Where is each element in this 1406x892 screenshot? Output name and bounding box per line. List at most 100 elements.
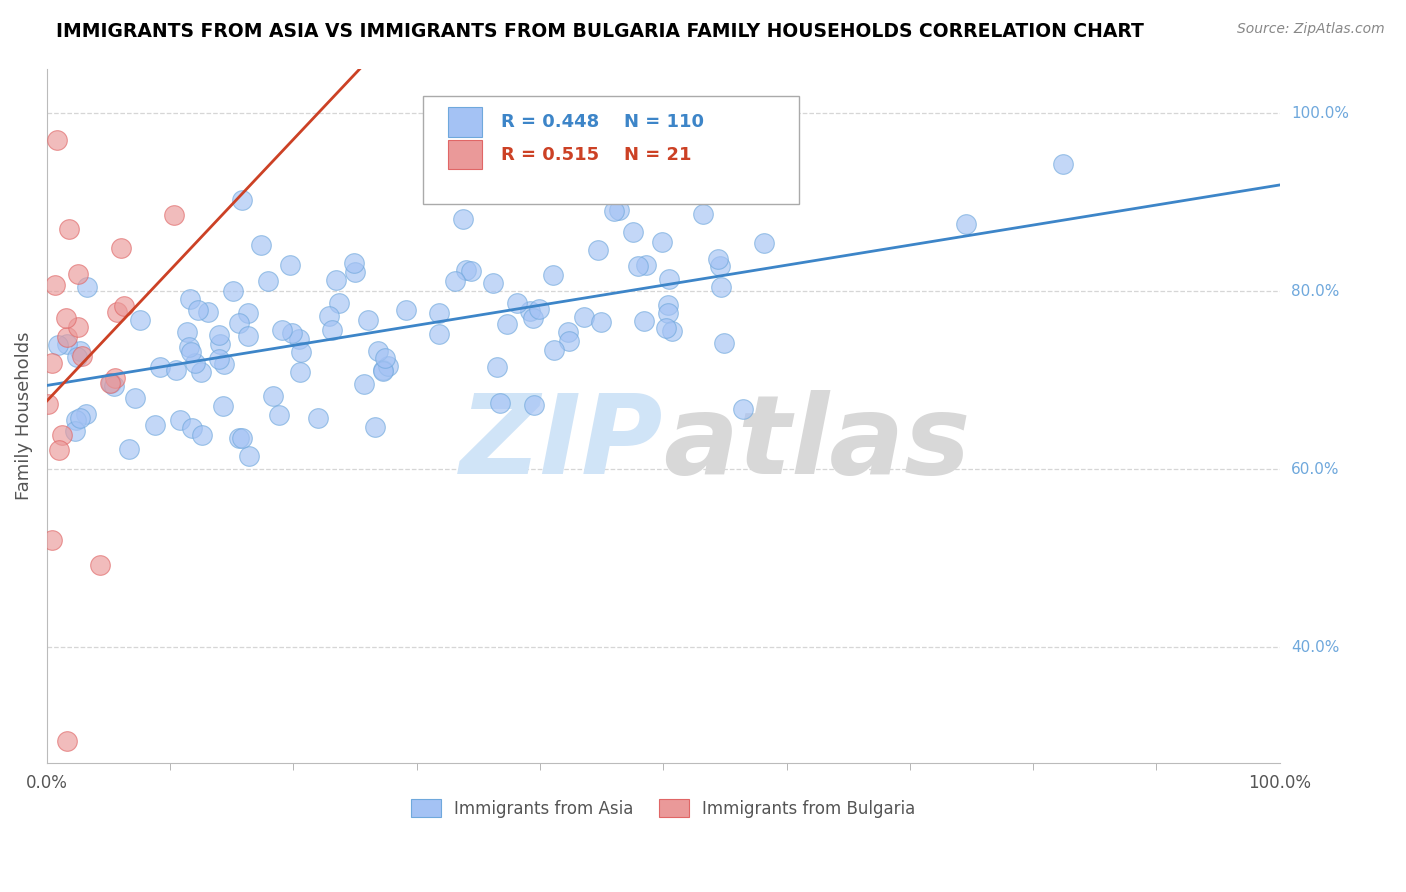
Point: [76, 280, 98, 294]
Point: [163, 208, 186, 222]
Point: [56, 330, 79, 344]
Text: Source: ZipAtlas.com: Source: ZipAtlas.com: [1237, 22, 1385, 37]
Point: [427, 306, 450, 320]
Point: [58, 222, 80, 236]
Point: [66, 319, 89, 334]
Point: [519, 304, 541, 318]
Text: 40.0%: 40.0%: [1291, 640, 1339, 655]
Point: [197, 305, 219, 319]
Point: [104, 371, 127, 385]
Point: [325, 273, 347, 287]
Point: [634, 258, 657, 272]
Point: [118, 442, 141, 456]
Point: [212, 399, 235, 413]
Text: R = 0.448: R = 0.448: [501, 113, 599, 131]
Point: [588, 244, 610, 258]
Point: [541, 268, 564, 283]
Point: [187, 303, 209, 318]
Point: [51, 428, 73, 442]
Point: [344, 265, 367, 279]
Point: [110, 241, 132, 255]
Point: [190, 365, 212, 379]
Point: [657, 298, 679, 312]
Text: ZIP: ZIP: [460, 390, 664, 497]
Point: [1052, 157, 1074, 171]
Point: [713, 336, 735, 351]
Point: [149, 359, 172, 374]
Point: [55, 311, 77, 326]
Point: [238, 306, 260, 320]
Point: [395, 303, 418, 318]
Point: [371, 364, 394, 378]
Point: [176, 325, 198, 339]
Point: [621, 225, 644, 239]
Point: [184, 356, 207, 370]
Point: [257, 274, 280, 288]
Point: [89, 558, 111, 572]
Point: [661, 324, 683, 338]
Point: [591, 315, 613, 329]
Point: [290, 344, 312, 359]
Point: [267, 408, 290, 422]
Point: [75, 408, 97, 422]
Point: [55, 734, 77, 748]
Point: [100, 376, 122, 390]
Point: [48, 443, 70, 458]
Point: [367, 344, 389, 359]
Point: [48, 338, 70, 352]
Point: [574, 310, 596, 324]
Text: atlas: atlas: [664, 390, 970, 497]
Point: [371, 363, 394, 377]
Point: [543, 343, 565, 357]
Point: [692, 207, 714, 221]
Point: [557, 325, 579, 339]
Point: [271, 322, 294, 336]
Text: 100.0%: 100.0%: [1291, 105, 1348, 120]
Text: N = 110: N = 110: [624, 113, 704, 131]
Point: [177, 340, 200, 354]
Point: [45, 133, 67, 147]
Point: [655, 320, 678, 334]
Point: [222, 284, 245, 298]
Point: [427, 327, 450, 342]
Point: [103, 378, 125, 392]
Point: [651, 235, 673, 249]
Point: [443, 274, 465, 288]
Point: [72, 349, 94, 363]
Point: [523, 398, 546, 412]
Point: [67, 268, 90, 282]
Legend: Immigrants from Asia, Immigrants from Bulgaria: Immigrants from Asia, Immigrants from Bu…: [405, 793, 922, 824]
Point: [460, 264, 482, 278]
Point: [527, 301, 550, 316]
Text: R = 0.515: R = 0.515: [501, 145, 599, 163]
Point: [607, 203, 630, 218]
Point: [278, 258, 301, 272]
Point: [343, 256, 366, 270]
Point: [955, 217, 977, 231]
Point: [558, 334, 581, 348]
Point: [454, 263, 477, 277]
Point: [212, 357, 235, 371]
Point: [377, 359, 399, 373]
Point: [486, 359, 509, 374]
Point: [44, 277, 66, 292]
Point: [41, 356, 63, 370]
Point: [238, 450, 260, 464]
Point: [236, 329, 259, 343]
FancyBboxPatch shape: [447, 107, 482, 136]
Point: [228, 316, 250, 330]
Point: [633, 314, 655, 328]
Point: [262, 389, 284, 403]
Text: 80.0%: 80.0%: [1291, 284, 1339, 299]
Point: [179, 292, 201, 306]
Point: [41, 533, 63, 547]
Point: [353, 376, 375, 391]
Point: [754, 236, 776, 251]
Point: [231, 431, 253, 445]
Point: [231, 193, 253, 207]
Point: [357, 313, 380, 327]
Point: [709, 259, 731, 273]
Point: [706, 252, 728, 267]
Point: [66, 350, 89, 364]
Point: [208, 337, 231, 351]
